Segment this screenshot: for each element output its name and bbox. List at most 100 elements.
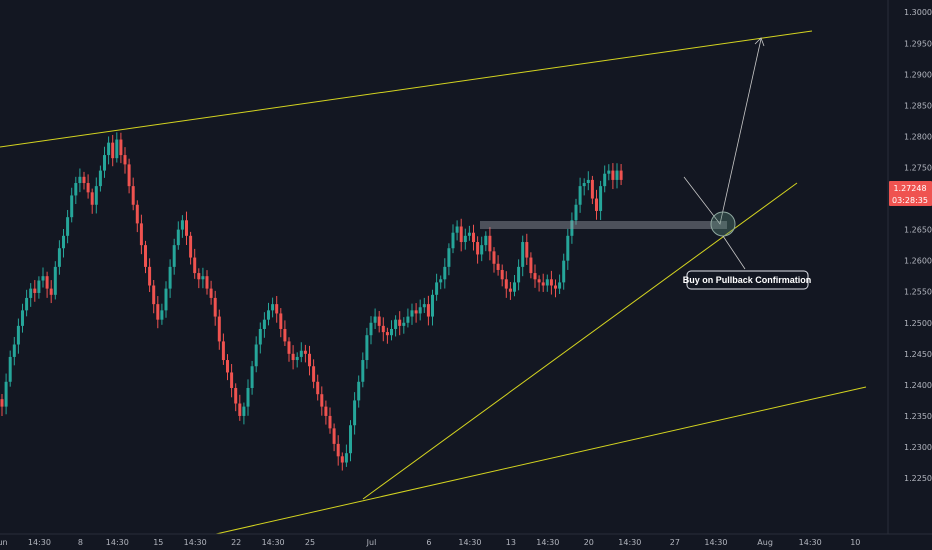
candle-body [172, 245, 176, 267]
candle-body [78, 176, 82, 184]
candle-body [94, 186, 98, 205]
candle-body [476, 242, 480, 255]
price-tick-label: 1.24500 [904, 350, 932, 359]
candle-body [127, 164, 131, 187]
candle-body [595, 198, 598, 211]
candle-body [258, 328, 262, 345]
time-tick-label: 6 [426, 538, 431, 547]
candle-body [156, 304, 160, 320]
candle-body [234, 387, 238, 404]
time-axis[interactable]: un 14:30 8 14:30 15 14:30 22 14:30 25 Jul 6 14:30 13… [0, 533, 932, 550]
candle-body [472, 232, 475, 243]
candle-body [57, 248, 61, 267]
projection-arrowhead [754, 37, 765, 47]
candle-body [422, 304, 426, 308]
candle-body [70, 195, 74, 218]
candle-body [213, 297, 217, 317]
candle-body [451, 232, 455, 249]
time-tick-label: 14:30 [28, 538, 51, 547]
candle-body [295, 356, 299, 361]
projection-path[interactable] [683, 38, 762, 225]
candle-body [16, 325, 20, 345]
channel-upper-line[interactable] [0, 30, 813, 148]
candle-body [262, 319, 266, 329]
candle-body [447, 248, 451, 267]
candle-body [62, 235, 65, 249]
candle-body [29, 288, 33, 298]
candle-body [144, 245, 147, 267]
candle-body [250, 366, 254, 388]
candle-body [340, 456, 344, 463]
candle-body [33, 288, 37, 293]
candle-body [299, 350, 303, 357]
candle-body [459, 226, 463, 243]
price-tick-label: 1.23500 [904, 412, 932, 421]
price-tick-label: 1.25500 [904, 288, 932, 297]
candles-layer [0, 132, 623, 471]
candle-body [574, 204, 578, 221]
candle-body [582, 183, 586, 187]
time-tick-label: 8 [78, 538, 83, 547]
candle-body [414, 310, 418, 314]
candle-body [570, 220, 574, 236]
price-tick-label: 1.22500 [904, 474, 932, 483]
candle-body [578, 186, 582, 205]
price-tick-label: 1.27500 [904, 163, 932, 172]
candle-body [332, 428, 336, 444]
time-tick-label: 14:30 [184, 538, 207, 547]
candle-body [517, 266, 521, 283]
time-tick-label: 27 [670, 538, 680, 547]
candle-body [98, 170, 102, 187]
candle-body [135, 204, 139, 224]
candle-body [86, 183, 90, 193]
price-tick-label: 1.28000 [904, 132, 932, 141]
candle-body [230, 372, 234, 388]
candle-body [533, 273, 537, 280]
time-tick-label: 14:30 [704, 538, 727, 547]
candle-body [586, 179, 590, 184]
candle-body [246, 387, 250, 407]
callout-box[interactable] [686, 270, 809, 290]
candle-body [545, 279, 549, 286]
candle-body [365, 335, 369, 361]
candle-body [381, 325, 385, 333]
candle-body [238, 403, 242, 416]
candle-body [316, 381, 320, 395]
time-tick-label: 14:30 [262, 538, 285, 547]
time-axis-background [0, 534, 932, 550]
candle-body [431, 294, 434, 317]
last-price-badge-bg [889, 181, 932, 206]
candle-body [488, 235, 492, 252]
entry-zone-marker[interactable] [710, 211, 736, 237]
channel-lower-line[interactable] [215, 386, 867, 535]
time-tick-label: 14:30 [458, 538, 481, 547]
candle-body [107, 142, 111, 156]
price-tick-label: 1.30000 [904, 8, 932, 17]
time-tick-label: Aug [757, 538, 773, 547]
candle-body [394, 319, 398, 329]
candle-body [119, 139, 123, 156]
candle-body [590, 179, 594, 199]
candle-body [619, 170, 623, 180]
candle-body [25, 297, 29, 311]
candle-body [361, 360, 365, 382]
time-tick-label: 20 [584, 538, 594, 547]
candle-body [562, 260, 566, 283]
support-zone[interactable] [480, 221, 727, 229]
candle-body [603, 173, 607, 187]
candle-body [287, 341, 291, 354]
price-tick-label: 1.25000 [904, 319, 932, 328]
candle-body [21, 310, 24, 326]
candle-body [336, 443, 340, 457]
price-axis-background [888, 0, 932, 534]
candle-body [189, 235, 193, 258]
candle-body [312, 366, 316, 382]
candle-body [4, 381, 8, 407]
candle-body [254, 344, 258, 367]
price-axis[interactable]: 1.30000 1.29500 1.29000 1.28500 1.28000 1.275… [887, 0, 932, 534]
price-tick-label: 1.26500 [904, 226, 932, 235]
candle-body [201, 276, 205, 280]
drawings-layer[interactable]: Buy on Pullback Confirmation [0, 30, 867, 535]
time-tick-label: 15 [153, 538, 163, 547]
